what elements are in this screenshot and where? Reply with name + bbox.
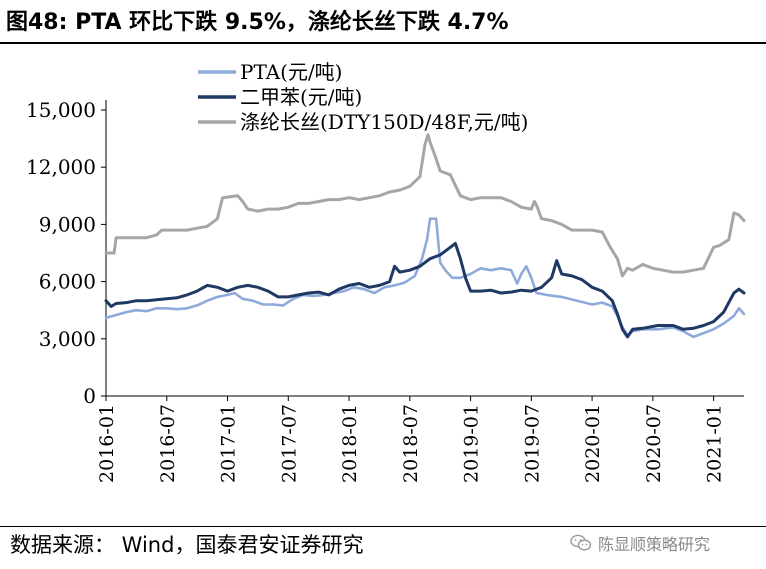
- title-divider: [0, 42, 766, 44]
- y-tick-label: 0: [83, 384, 96, 408]
- y-tick-label: 6,000: [39, 270, 96, 294]
- legend-label-2: 二甲苯(元/吨): [240, 85, 362, 109]
- watermark-text: 陈显顺策略研究: [598, 535, 711, 554]
- y-tick-label: 9,000: [39, 212, 96, 236]
- watermark: 陈显顺策略研究: [570, 528, 710, 558]
- x-tick-label: 2021-01: [704, 404, 726, 483]
- x-axis: 2016-01 2016-07 2017-01 2017-07 2018-01 2018-…: [96, 395, 744, 483]
- series-line-1: [104, 217, 746, 339]
- wechat-icon: [570, 534, 592, 551]
- series-line-3: [104, 133, 746, 278]
- x-tick-label: 2016-01: [96, 404, 118, 483]
- y-tick-label: 15,000: [26, 98, 96, 122]
- x-tick-label: 2018-07: [400, 404, 422, 483]
- footer-divider: [0, 526, 766, 527]
- series-lines: [104, 133, 746, 339]
- x-tick-label: 2020-01: [582, 404, 604, 483]
- legend-label-3: 涤纶长丝(DTY150D/48F,元/吨): [240, 110, 528, 134]
- x-tick-label: 2017-01: [218, 404, 240, 483]
- series-line-2: [104, 242, 746, 339]
- legend-label-1: PTA(元/吨): [240, 60, 343, 84]
- source-note: 数据来源： Wind，国泰君安证券研究: [10, 533, 364, 557]
- x-tick-label: 2019-07: [521, 404, 543, 483]
- legend: PTA(元/吨)二甲苯(元/吨)涤纶长丝(DTY150D/48F,元/吨): [198, 60, 528, 134]
- y-tick-label: 3,000: [39, 327, 96, 351]
- x-tick-label: 2018-01: [339, 404, 361, 483]
- y-axis: 0 3,000 6,000 9,000 12,000 15,000: [26, 98, 107, 408]
- x-tick-label: 2016-07: [157, 404, 179, 483]
- chart-title: 图48: PTA 环比下跌 9.5%，涤纶长丝下跌 4.7%: [6, 10, 509, 35]
- y-tick-label: 12,000: [26, 155, 96, 179]
- x-tick-label: 2020-07: [643, 404, 665, 483]
- x-tick-label: 2019-01: [461, 404, 483, 483]
- x-tick-label: 2017-07: [278, 404, 300, 483]
